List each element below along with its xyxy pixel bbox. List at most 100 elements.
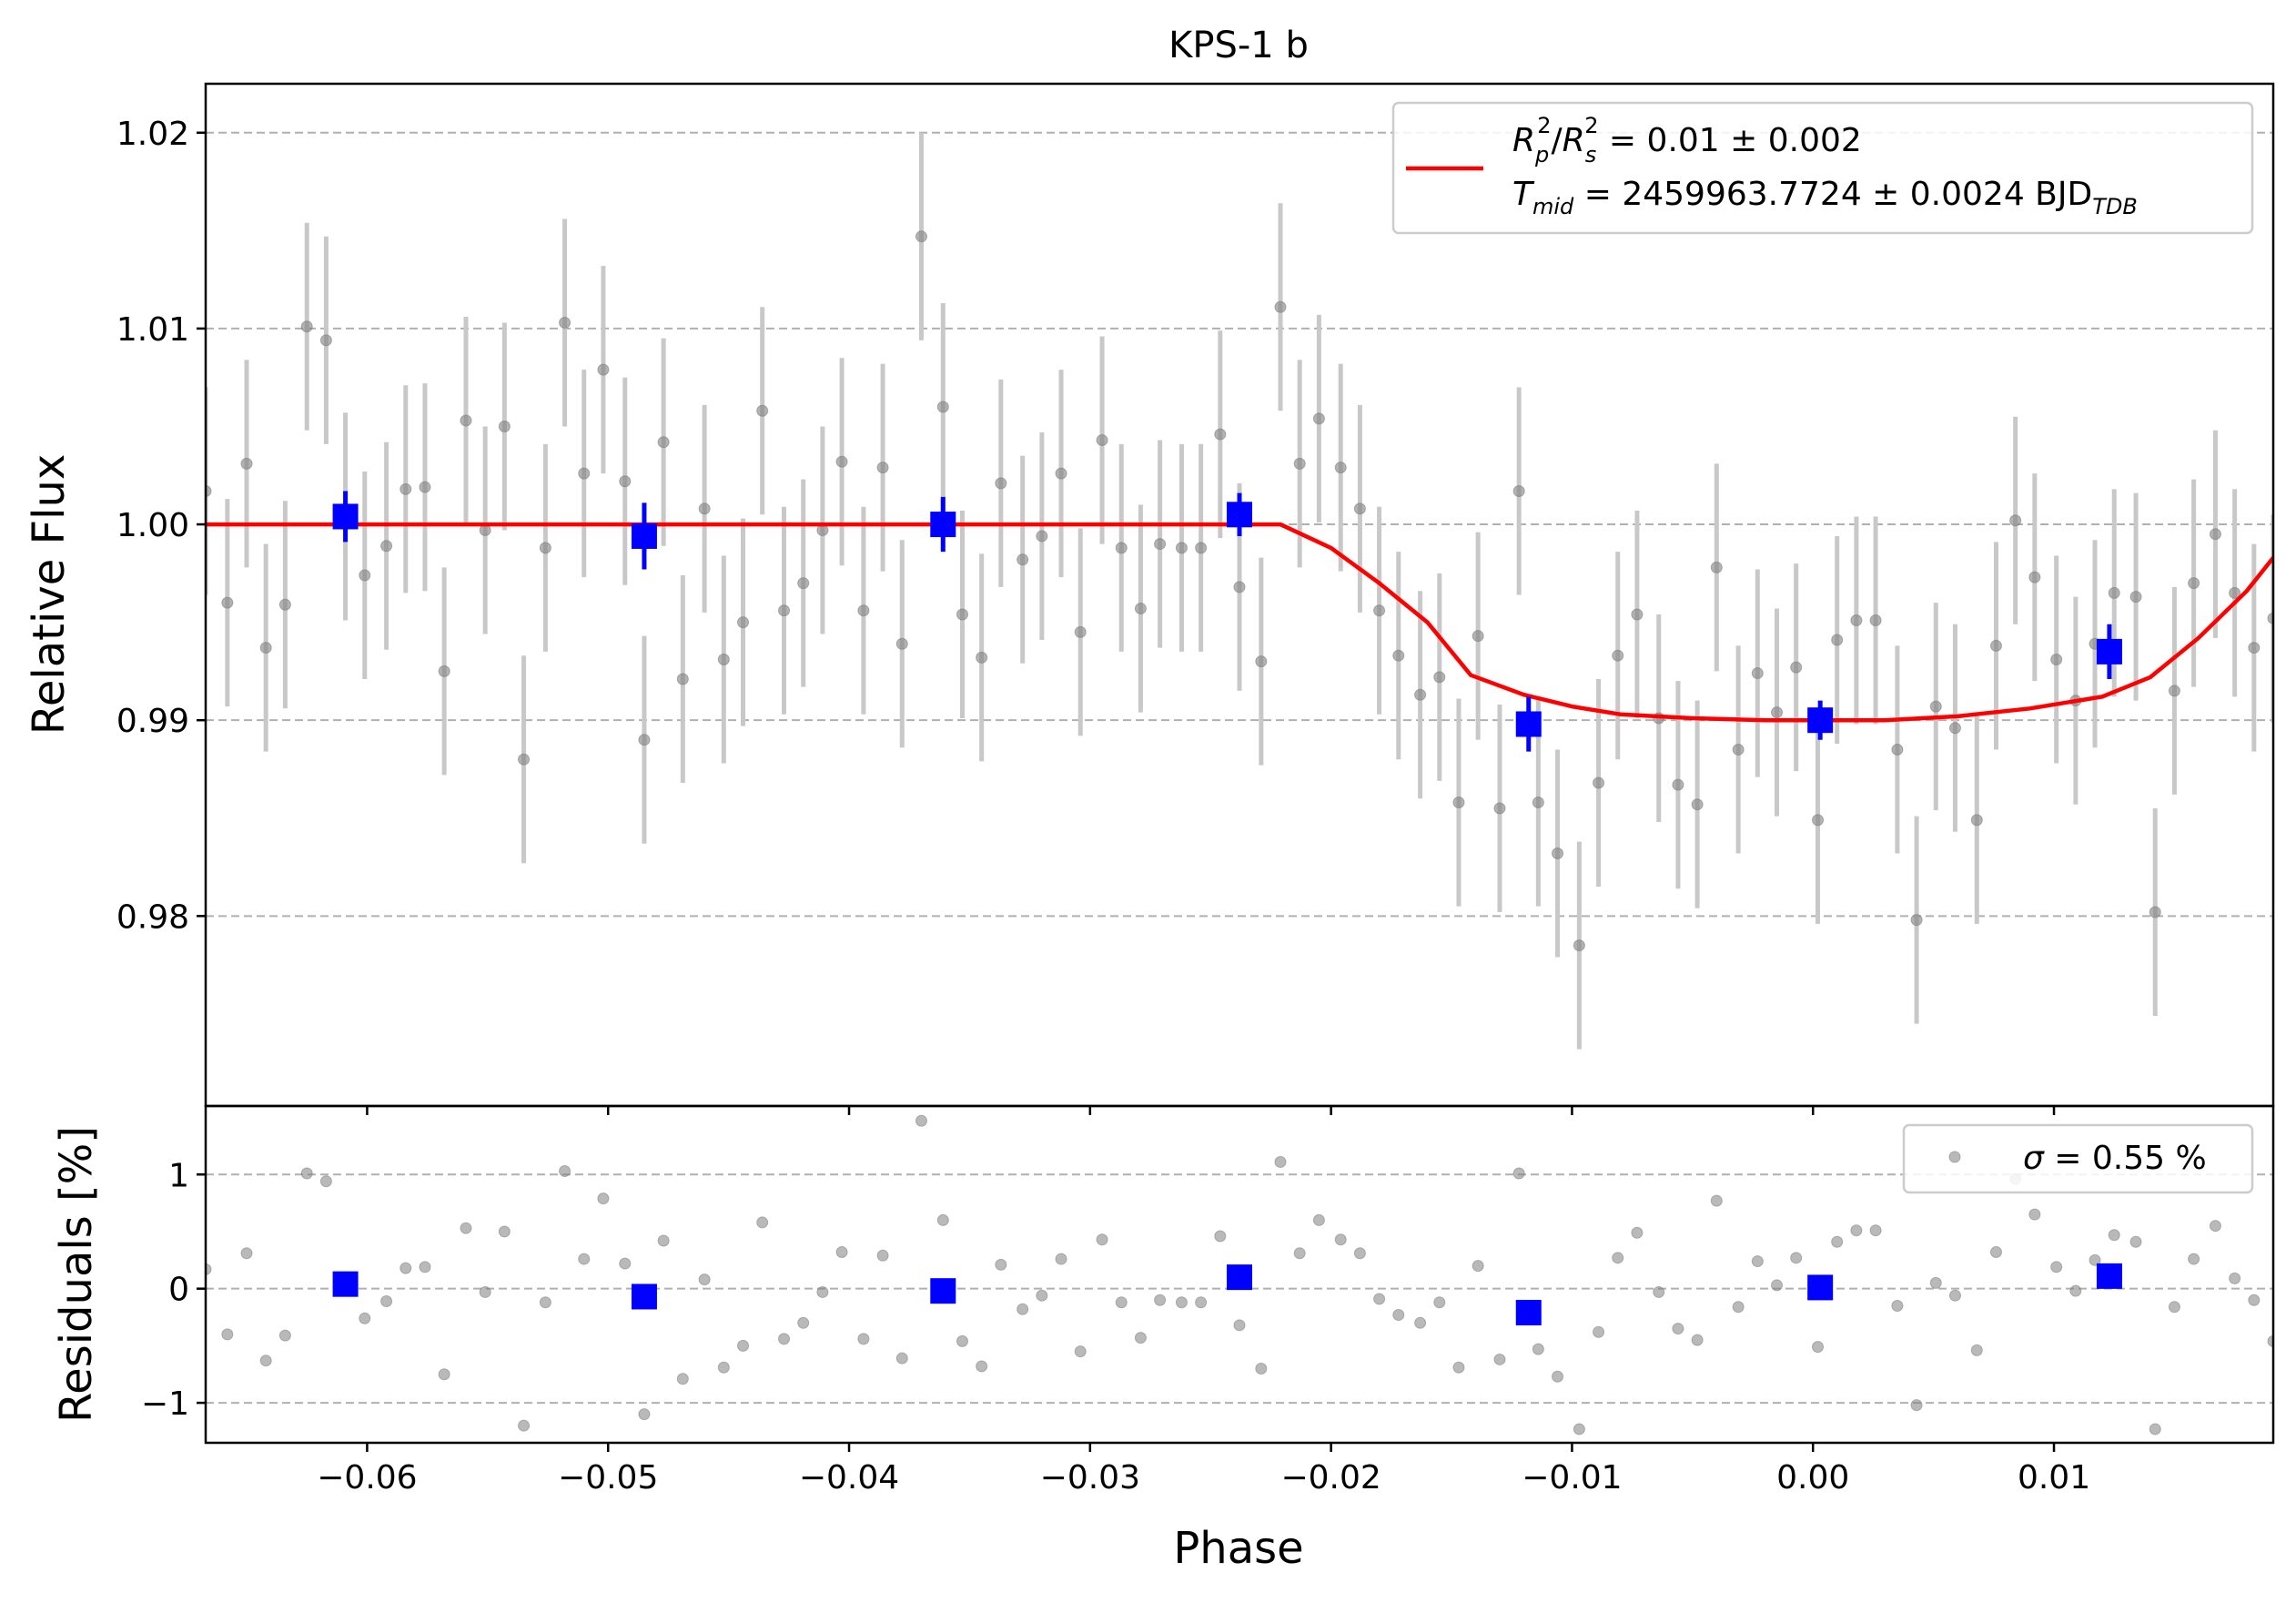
residual-point xyxy=(2108,1229,2120,1242)
residual-legend-frame xyxy=(1902,1123,2254,1194)
residual-point xyxy=(1233,1319,1246,1332)
raw-point xyxy=(1214,428,1227,441)
residual-point xyxy=(1096,1233,1108,1246)
residual-point xyxy=(498,1225,511,1238)
raw-point xyxy=(1970,814,1983,827)
residual-point xyxy=(559,1164,571,1177)
residual-point xyxy=(895,1352,908,1365)
raw-point xyxy=(1373,604,1386,617)
residual-point xyxy=(2248,1294,2261,1306)
residual-point xyxy=(1910,1399,1923,1412)
top-y-axis-label: Relative Flux xyxy=(24,454,75,736)
residual-point xyxy=(2028,1208,2041,1221)
raw-point xyxy=(2149,906,2161,918)
raw-point xyxy=(578,467,591,480)
raw-point xyxy=(359,569,371,582)
binned-point xyxy=(1807,707,1834,734)
raw-point xyxy=(1392,649,1405,662)
residual-point xyxy=(638,1408,651,1421)
raw-point xyxy=(1274,300,1287,313)
residual-point xyxy=(1552,1370,1564,1383)
raw-point xyxy=(2168,685,2180,697)
residual-point xyxy=(1493,1353,1506,1365)
raw-point xyxy=(2267,612,2273,624)
raw-point xyxy=(2209,528,2221,541)
raw-point xyxy=(1910,914,1923,927)
raw-point xyxy=(400,482,412,495)
raw-point xyxy=(657,436,670,449)
raw-point xyxy=(676,673,689,685)
top-y-tick-label: 1.00 xyxy=(116,507,189,544)
raw-point xyxy=(380,540,393,553)
raw-point xyxy=(419,481,431,493)
raw-point xyxy=(1334,462,1347,474)
residual-point xyxy=(1790,1252,1803,1264)
legend-depth-text: Rp2/Rs2 = 0.01 ± 0.002 xyxy=(1512,113,1862,167)
residual-binned-point xyxy=(1807,1274,1834,1301)
raw-point xyxy=(1353,502,1366,515)
residual-point xyxy=(1929,1276,1942,1289)
residual-point xyxy=(2168,1301,2180,1314)
chart-title: KPS-1 b xyxy=(1168,25,1309,66)
raw-point xyxy=(1593,776,1605,789)
raw-point xyxy=(1612,649,1624,662)
raw-point xyxy=(539,542,551,554)
residual-binned-point xyxy=(1227,1264,1252,1291)
residual-point xyxy=(1573,1423,1585,1436)
residual-y-tick-label: 0 xyxy=(168,1272,189,1309)
top-y-tick-label: 1.02 xyxy=(116,116,189,153)
residual-point xyxy=(816,1285,829,1298)
residual-point xyxy=(1195,1296,1208,1309)
x-tick-label: −0.06 xyxy=(317,1459,417,1496)
binned-point xyxy=(1515,711,1542,737)
residual-point xyxy=(1653,1285,1665,1298)
raw-point xyxy=(2248,642,2261,654)
residual-y-axis-label: Residuals [%] xyxy=(51,1126,102,1423)
raw-point xyxy=(259,642,272,654)
raw-point xyxy=(876,462,889,474)
residual-point xyxy=(1414,1316,1427,1329)
raw-point xyxy=(737,616,750,629)
raw-point xyxy=(1691,798,1704,811)
residual-point xyxy=(206,1263,212,1275)
residual-point xyxy=(2188,1253,2200,1265)
raw-point xyxy=(995,477,1007,490)
raw-point xyxy=(1869,614,1882,626)
residual-legend-marker xyxy=(1948,1151,1961,1163)
raw-point xyxy=(438,665,450,677)
residual-point xyxy=(319,1175,332,1188)
residual-binned-point xyxy=(1515,1300,1542,1326)
residual-point xyxy=(2089,1253,2101,1266)
residual-binned-point xyxy=(930,1278,956,1304)
residual-axes-frame xyxy=(204,1104,2275,1445)
raw-point xyxy=(1532,796,1544,809)
residual-point xyxy=(2069,1284,2082,1297)
raw-point xyxy=(1452,796,1465,809)
residual-point xyxy=(1710,1194,1723,1207)
residual-point xyxy=(578,1253,591,1265)
raw-point xyxy=(1512,484,1525,497)
residual-point xyxy=(1512,1167,1525,1180)
residual-point xyxy=(300,1167,313,1180)
x-tick-label: −0.01 xyxy=(1522,1459,1622,1496)
raw-point xyxy=(1751,667,1764,680)
raw-point xyxy=(2050,653,2063,665)
raw-point xyxy=(1074,625,1087,638)
residual-point xyxy=(1989,1246,2002,1259)
raw-point xyxy=(915,230,927,243)
residual-point xyxy=(1472,1260,1484,1273)
raw-point xyxy=(638,734,651,746)
residual-point xyxy=(976,1360,988,1373)
residual-point xyxy=(857,1333,870,1345)
residual-point xyxy=(1672,1323,1684,1335)
raw-point xyxy=(1732,743,1745,756)
raw-point xyxy=(206,484,212,497)
residual-point xyxy=(1891,1299,1904,1312)
residual-point xyxy=(1274,1155,1287,1168)
residual-binned-point xyxy=(2096,1263,2122,1289)
residual-point xyxy=(1293,1247,1306,1260)
raw-point xyxy=(2188,577,2200,590)
raw-point xyxy=(1134,603,1147,615)
raw-point xyxy=(278,598,291,611)
raw-point xyxy=(857,604,870,617)
